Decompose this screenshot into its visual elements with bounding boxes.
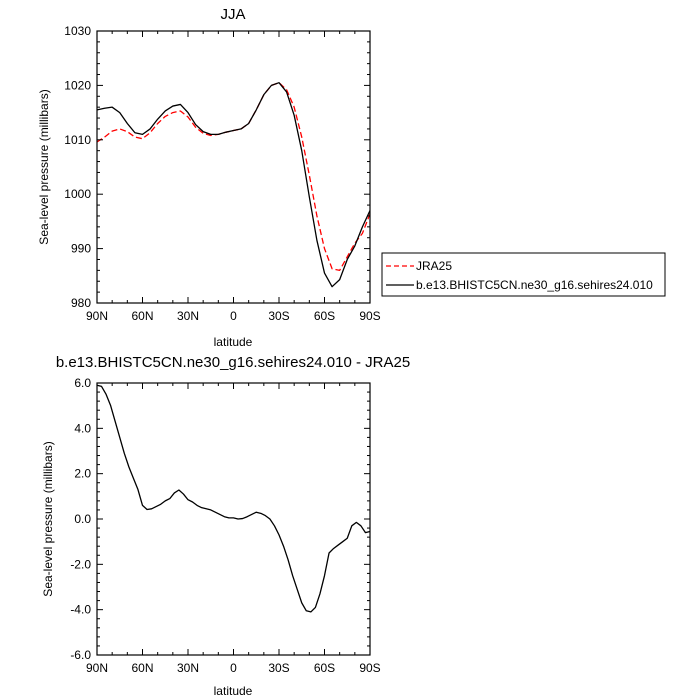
top-chart-x-tick-label: 30S xyxy=(268,309,289,323)
top-chart-x-tick-label: 60N xyxy=(131,309,153,323)
top-chart-title: JJA xyxy=(220,6,245,23)
bottom-chart-x-tick-label: 90N xyxy=(86,661,108,675)
bottom-chart-x-tick-label: 30N xyxy=(177,661,199,675)
top-chart-y-tick-label: 980 xyxy=(71,296,91,310)
bottom-chart-x-tick-label: 60S xyxy=(314,661,335,675)
legend-box xyxy=(381,252,666,297)
top-chart-x-tick-label: 90N xyxy=(86,309,108,323)
bottom-chart-x-tick-label: 90S xyxy=(359,661,380,675)
bottom-chart-title: b.e13.BHISTC5CN.ne30_g16.sehires24.010 -… xyxy=(56,354,410,371)
bottom-chart-y-axis-label: Sea-level pressure (millibars) xyxy=(41,441,55,596)
top-chart-series-line-b-e13-bhistc5cn-ne30-g16-sehires24-010 xyxy=(96,82,371,288)
top-chart-frame xyxy=(96,30,371,304)
bottom-chart-y-tick-label: -4.0 xyxy=(70,603,91,617)
bottom-chart-y-tick-label: 2.0 xyxy=(74,467,91,481)
top-chart-y-tick-label: 1000 xyxy=(64,187,91,201)
bottom-chart-frame xyxy=(96,382,371,656)
top-chart-x-tick-label: 0 xyxy=(230,309,237,323)
bottom-chart-x-tick-label: 30S xyxy=(268,661,289,675)
bottom-chart-series-line-0 xyxy=(96,384,371,613)
bottom-chart-y-tick-label: -6.0 xyxy=(70,648,91,662)
top-chart-y-axis-label: Sea-level pressure (millibars) xyxy=(37,89,51,244)
top-chart-y-tick-label: 990 xyxy=(71,242,91,256)
legend-label-model: b.e13.BHISTC5CN.ne30_g16.sehires24.010 xyxy=(416,278,653,292)
bottom-chart-x-tick-label: 60N xyxy=(131,661,153,675)
top-chart-x-tick-label: 60S xyxy=(314,309,335,323)
bottom-chart: b.e13.BHISTC5CN.ne30_g16.sehires24.010 -… xyxy=(41,354,410,698)
bottom-chart-x-tick-label: 0 xyxy=(230,661,237,675)
legend-label-jra25: JRA25 xyxy=(416,259,452,273)
bottom-chart-x-axis-label: latitude xyxy=(214,684,253,698)
bottom-chart-y-tick-label: 4.0 xyxy=(74,421,91,435)
top-chart-y-tick-label: 1020 xyxy=(64,78,91,92)
top-chart-x-tick-label: 90S xyxy=(359,309,380,323)
top-chart-series-line-jra25 xyxy=(96,82,371,272)
top-chart-y-tick-label: 1010 xyxy=(64,133,91,147)
top-chart-x-tick-label: 30N xyxy=(177,309,199,323)
bottom-chart-y-tick-label: 6.0 xyxy=(74,376,91,390)
chart-legend: JRA25 b.e13.BHISTC5CN.ne30_g16.sehires24… xyxy=(381,252,666,297)
bottom-chart-y-tick-label: 0.0 xyxy=(74,512,91,526)
top-chart-x-axis-label: latitude xyxy=(214,335,253,349)
top-chart: JJA Sea-level pressure (millibars) latit… xyxy=(37,6,381,349)
top-chart-y-tick-label: 1030 xyxy=(64,24,91,38)
bottom-chart-y-tick-label: -2.0 xyxy=(70,557,91,571)
